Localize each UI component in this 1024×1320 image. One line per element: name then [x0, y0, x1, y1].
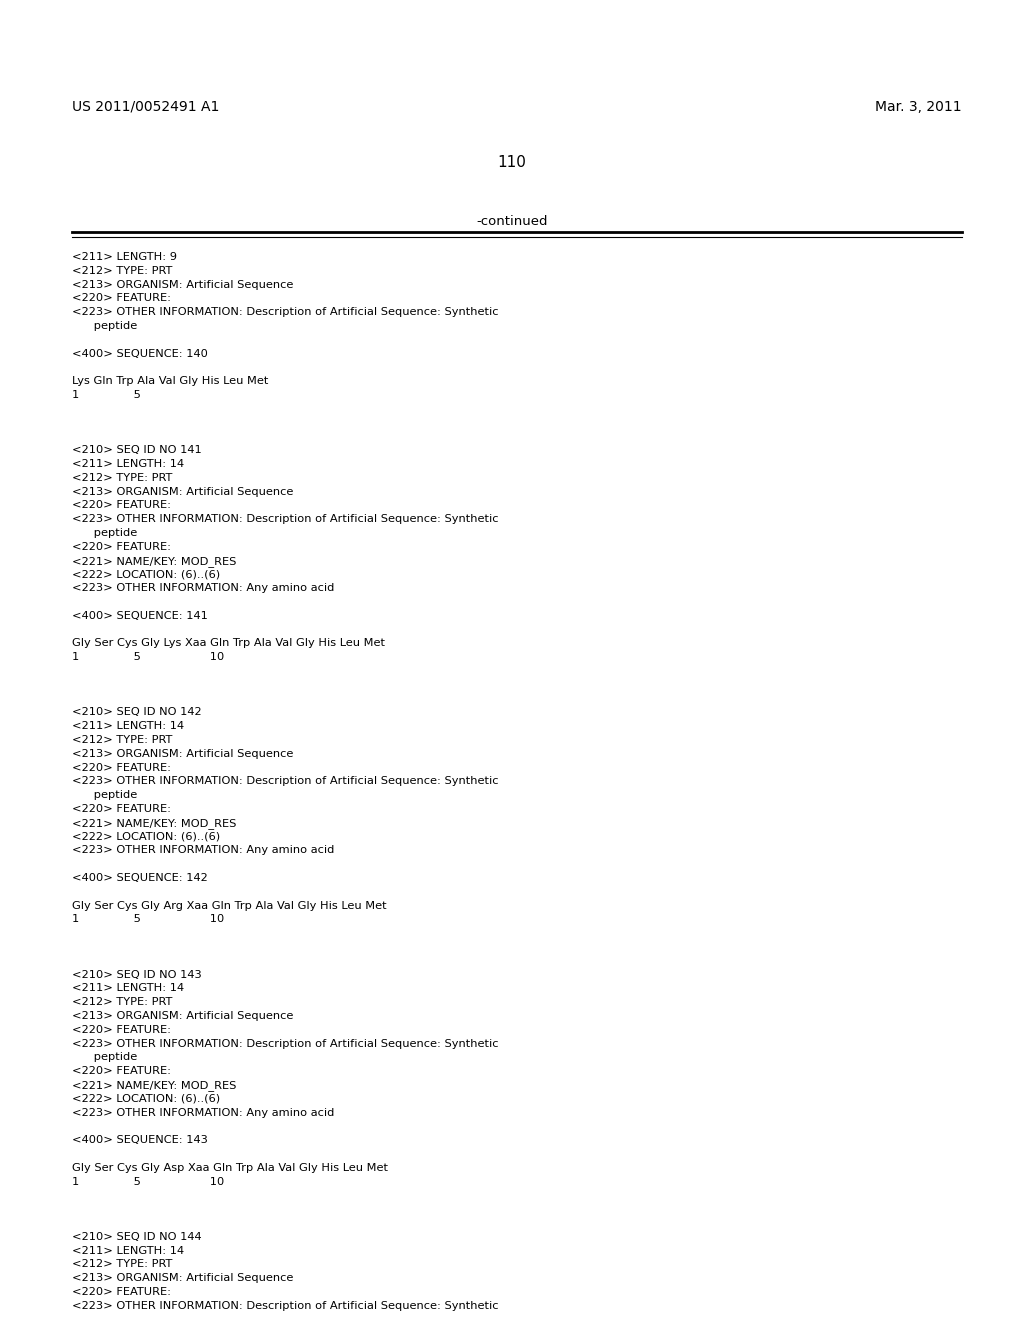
Text: <223> OTHER INFORMATION: Description of Artificial Sequence: Synthetic: <223> OTHER INFORMATION: Description of …: [72, 515, 499, 524]
Text: peptide: peptide: [72, 321, 137, 331]
Text: Gly Ser Cys Gly Lys Xaa Gln Trp Ala Val Gly His Leu Met: Gly Ser Cys Gly Lys Xaa Gln Trp Ala Val …: [72, 639, 385, 648]
Text: <400> SEQUENCE: 142: <400> SEQUENCE: 142: [72, 873, 208, 883]
Text: <220> FEATURE:: <220> FEATURE:: [72, 1287, 171, 1298]
Text: <212> TYPE: PRT: <212> TYPE: PRT: [72, 1259, 172, 1270]
Text: Gly Ser Cys Gly Arg Xaa Gln Trp Ala Val Gly His Leu Met: Gly Ser Cys Gly Arg Xaa Gln Trp Ala Val …: [72, 900, 387, 911]
Text: peptide: peptide: [72, 528, 137, 539]
Text: <212> TYPE: PRT: <212> TYPE: PRT: [72, 735, 172, 744]
Text: <211> LENGTH: 14: <211> LENGTH: 14: [72, 459, 184, 469]
Text: <220> FEATURE:: <220> FEATURE:: [72, 804, 171, 814]
Text: <213> ORGANISM: Artificial Sequence: <213> ORGANISM: Artificial Sequence: [72, 1011, 293, 1020]
Text: <212> TYPE: PRT: <212> TYPE: PRT: [72, 473, 172, 483]
Text: <223> OTHER INFORMATION: Any amino acid: <223> OTHER INFORMATION: Any amino acid: [72, 583, 335, 593]
Text: <222> LOCATION: (6)..(6): <222> LOCATION: (6)..(6): [72, 832, 220, 842]
Text: <211> LENGTH: 9: <211> LENGTH: 9: [72, 252, 177, 261]
Text: <220> FEATURE:: <220> FEATURE:: [72, 1067, 171, 1076]
Text: <223> OTHER INFORMATION: Description of Artificial Sequence: Synthetic: <223> OTHER INFORMATION: Description of …: [72, 776, 499, 787]
Text: <220> FEATURE:: <220> FEATURE:: [72, 500, 171, 511]
Text: <221> NAME/KEY: MOD_RES: <221> NAME/KEY: MOD_RES: [72, 818, 237, 829]
Text: <222> LOCATION: (6)..(6): <222> LOCATION: (6)..(6): [72, 1094, 220, 1104]
Text: peptide: peptide: [72, 1052, 137, 1063]
Text: <210> SEQ ID NO 143: <210> SEQ ID NO 143: [72, 970, 202, 979]
Text: 1               5                   10: 1 5 10: [72, 652, 224, 663]
Text: <213> ORGANISM: Artificial Sequence: <213> ORGANISM: Artificial Sequence: [72, 748, 293, 759]
Text: <220> FEATURE:: <220> FEATURE:: [72, 293, 171, 304]
Text: <220> FEATURE:: <220> FEATURE:: [72, 763, 171, 772]
Text: <213> ORGANISM: Artificial Sequence: <213> ORGANISM: Artificial Sequence: [72, 487, 293, 496]
Text: Mar. 3, 2011: Mar. 3, 2011: [876, 100, 962, 114]
Text: US 2011/0052491 A1: US 2011/0052491 A1: [72, 100, 219, 114]
Text: 1               5                   10: 1 5 10: [72, 1176, 224, 1187]
Text: <212> TYPE: PRT: <212> TYPE: PRT: [72, 997, 172, 1007]
Text: peptide: peptide: [72, 791, 137, 800]
Text: <211> LENGTH: 14: <211> LENGTH: 14: [72, 983, 184, 994]
Text: <222> LOCATION: (6)..(6): <222> LOCATION: (6)..(6): [72, 569, 220, 579]
Text: <220> FEATURE:: <220> FEATURE:: [72, 541, 171, 552]
Text: <400> SEQUENCE: 140: <400> SEQUENCE: 140: [72, 348, 208, 359]
Text: <212> TYPE: PRT: <212> TYPE: PRT: [72, 265, 172, 276]
Text: <213> ORGANISM: Artificial Sequence: <213> ORGANISM: Artificial Sequence: [72, 280, 293, 289]
Text: <221> NAME/KEY: MOD_RES: <221> NAME/KEY: MOD_RES: [72, 1080, 237, 1090]
Text: 110: 110: [498, 154, 526, 170]
Text: <223> OTHER INFORMATION: Description of Artificial Sequence: Synthetic: <223> OTHER INFORMATION: Description of …: [72, 1039, 499, 1048]
Text: <210> SEQ ID NO 142: <210> SEQ ID NO 142: [72, 708, 202, 717]
Text: <223> OTHER INFORMATION: Any amino acid: <223> OTHER INFORMATION: Any amino acid: [72, 845, 335, 855]
Text: <213> ORGANISM: Artificial Sequence: <213> ORGANISM: Artificial Sequence: [72, 1274, 293, 1283]
Text: <210> SEQ ID NO 144: <210> SEQ ID NO 144: [72, 1232, 202, 1242]
Text: <223> OTHER INFORMATION: Any amino acid: <223> OTHER INFORMATION: Any amino acid: [72, 1107, 335, 1118]
Text: <211> LENGTH: 14: <211> LENGTH: 14: [72, 1246, 184, 1255]
Text: <220> FEATURE:: <220> FEATURE:: [72, 1024, 171, 1035]
Text: Lys Gln Trp Ala Val Gly His Leu Met: Lys Gln Trp Ala Val Gly His Leu Met: [72, 376, 268, 387]
Text: <400> SEQUENCE: 141: <400> SEQUENCE: 141: [72, 611, 208, 620]
Text: <223> OTHER INFORMATION: Description of Artificial Sequence: Synthetic: <223> OTHER INFORMATION: Description of …: [72, 308, 499, 317]
Text: <400> SEQUENCE: 143: <400> SEQUENCE: 143: [72, 1135, 208, 1146]
Text: <223> OTHER INFORMATION: Description of Artificial Sequence: Synthetic: <223> OTHER INFORMATION: Description of …: [72, 1300, 499, 1311]
Text: <210> SEQ ID NO 141: <210> SEQ ID NO 141: [72, 445, 202, 455]
Text: 1               5: 1 5: [72, 389, 141, 400]
Text: 1               5                   10: 1 5 10: [72, 915, 224, 924]
Text: Gly Ser Cys Gly Asp Xaa Gln Trp Ala Val Gly His Leu Met: Gly Ser Cys Gly Asp Xaa Gln Trp Ala Val …: [72, 1163, 388, 1172]
Text: -continued: -continued: [476, 215, 548, 228]
Text: <221> NAME/KEY: MOD_RES: <221> NAME/KEY: MOD_RES: [72, 556, 237, 566]
Text: <211> LENGTH: 14: <211> LENGTH: 14: [72, 721, 184, 731]
